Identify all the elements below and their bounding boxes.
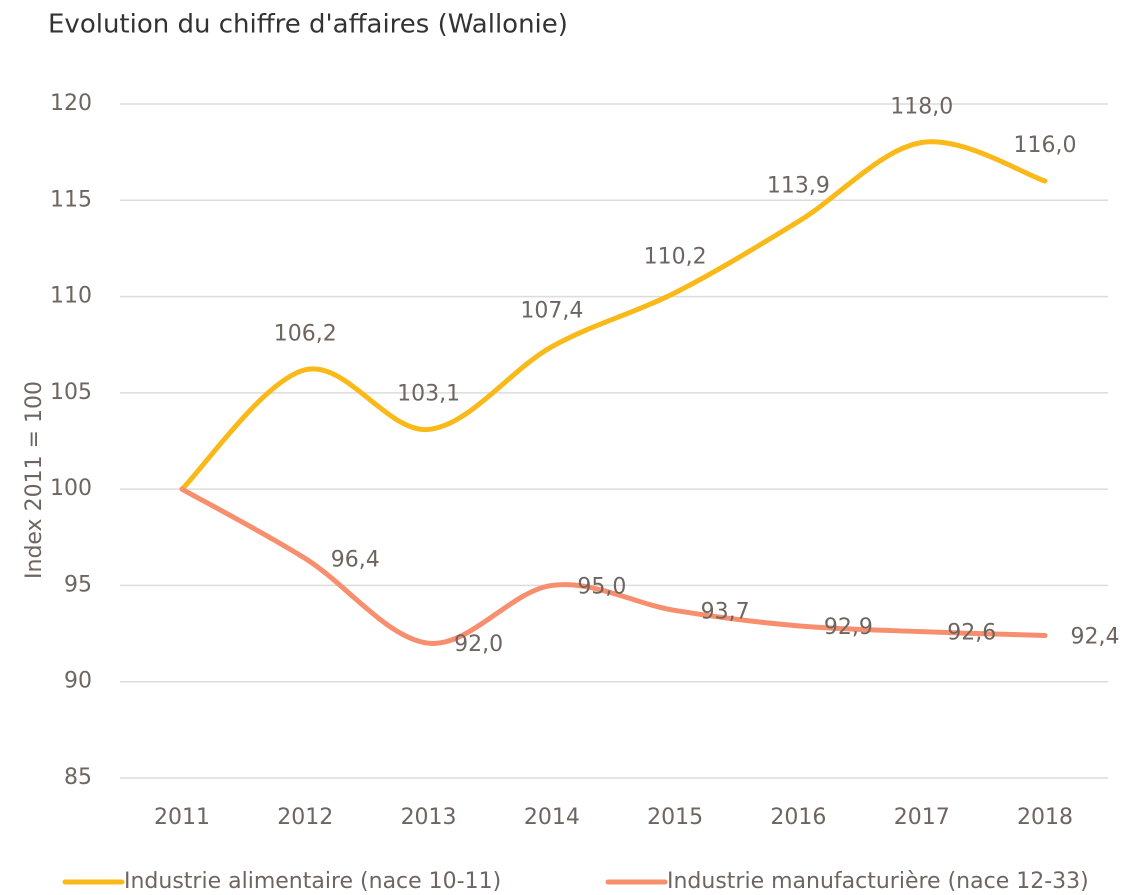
- y-tick-label: 115: [50, 187, 92, 212]
- data-label: 95,0: [577, 574, 626, 599]
- data-label: 107,4: [520, 299, 583, 324]
- legend-label: Industrie alimentaire (nace 10-11): [124, 869, 501, 894]
- series-line: [179, 486, 1048, 646]
- data-label: 92,9: [824, 615, 873, 640]
- y-tick-label: 90: [64, 669, 92, 694]
- data-label: 103,1: [397, 381, 460, 406]
- y-tick-label: 110: [50, 284, 92, 309]
- data-label: 116,0: [1014, 133, 1077, 158]
- data-label: 110,2: [644, 245, 707, 270]
- y-tick-label: 85: [64, 765, 92, 790]
- y-tick-label: 120: [50, 91, 92, 116]
- data-label: 92,6: [947, 621, 996, 646]
- chart-title: Evolution du chiffre d'affaires (Walloni…: [48, 10, 568, 40]
- data-label: 92,0: [454, 632, 503, 657]
- x-tick-label: 2011: [154, 805, 210, 830]
- y-tick-label: 95: [64, 572, 92, 597]
- y-tick-label: 100: [50, 476, 92, 501]
- x-tick-label: 2018: [1017, 805, 1073, 830]
- x-tick-label: 2016: [770, 805, 826, 830]
- legend-label: Industrie manufacturière (nace 12-33): [667, 869, 1089, 894]
- data-label: 106,2: [274, 322, 337, 347]
- data-label: 92,4: [1071, 624, 1120, 649]
- y-tick-label: 105: [50, 380, 92, 405]
- series-line: [179, 139, 1048, 492]
- x-tick-label: 2013: [401, 805, 457, 830]
- x-tick-label: 2012: [277, 805, 333, 830]
- data-label: 93,7: [701, 599, 750, 624]
- x-tick-label: 2015: [647, 805, 703, 830]
- y-axis-label: Index 2011 = 100: [22, 381, 47, 579]
- x-tick-label: 2017: [894, 805, 950, 830]
- x-tick-label: 2014: [524, 805, 580, 830]
- data-label: 118,0: [890, 95, 953, 120]
- data-label: 96,4: [331, 547, 380, 572]
- data-label: 113,9: [767, 173, 830, 198]
